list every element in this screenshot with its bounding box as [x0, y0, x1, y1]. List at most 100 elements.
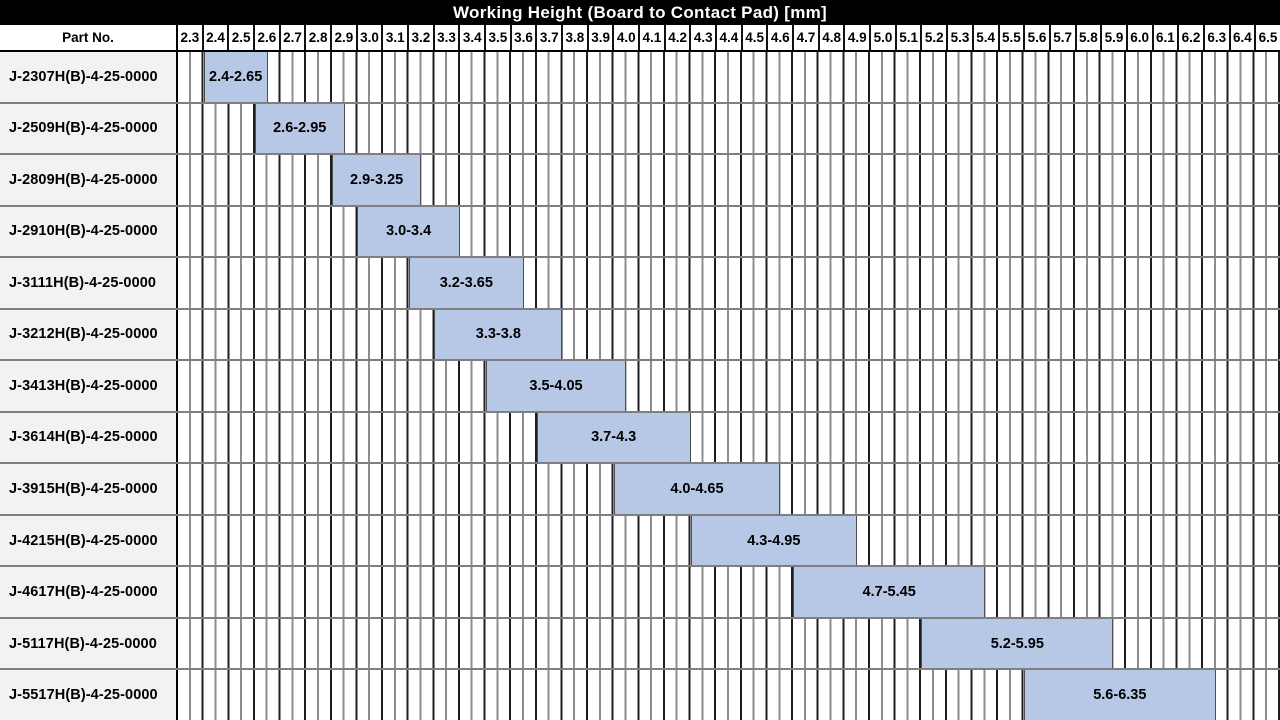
row-grid-track: 3.7-4.3 [178, 412, 1280, 463]
axis-tick-label: 3.6 [512, 25, 538, 50]
axis-tick-label: 4.7 [794, 25, 820, 50]
axis-tick-label: 5.0 [871, 25, 897, 50]
part-number: J-5517H(B)-4-25-0000 [0, 670, 178, 720]
axis-tick-label: 3.2 [409, 25, 435, 50]
row-grid-track: 4.0-4.65 [178, 464, 1280, 514]
axis-tick-label: 5.6 [1025, 25, 1051, 50]
part-number: J-2809H(B)-4-25-0000 [0, 155, 178, 205]
axis-tick-label: 4.5 [743, 25, 769, 50]
axis-tick-label: 3.7 [537, 25, 564, 50]
axis-tick-label: 6.3 [1205, 25, 1231, 50]
axis-tick-label: 5.4 [974, 25, 1000, 50]
range-label: 4.3-4.95 [747, 532, 801, 549]
range-label: 2.6-2.95 [273, 120, 327, 137]
working-height-range-bar: 5.2-5.95 [921, 618, 1114, 669]
axis-tick-label: 5.9 [1102, 25, 1128, 50]
working-height-range-bar: 3.5-4.05 [485, 361, 627, 411]
axis-tick-label: 5.3 [948, 25, 974, 50]
axis-tick-label: 5.8 [1077, 25, 1103, 50]
axis-tick-label: 5.1 [897, 25, 923, 50]
part-row: J-2307H(B)-4-25-0000 2.4-2.65 [0, 52, 1280, 104]
axis-tick-label: 2.5 [229, 25, 256, 50]
part-number: J-3111H(B)-4-25-0000 [0, 258, 178, 308]
axis-tick-label: 3.9 [589, 25, 615, 50]
axis-tick-label: 4.0 [614, 25, 641, 50]
chart-title: Working Height (Board to Contact Pad) [m… [453, 2, 827, 22]
part-number: J-3413H(B)-4-25-0000 [0, 361, 178, 411]
axis-tick-label: 2.3 [178, 25, 204, 50]
row-grid-track: 3.3-3.8 [178, 309, 1280, 360]
part-number: J-4617H(B)-4-25-0000 [0, 567, 178, 617]
range-label: 3.7-4.3 [591, 429, 637, 446]
part-row: J-3111H(B)-4-25-0000 3.2-3.65 [0, 258, 1280, 310]
chart-title-bar: Working Height (Board to Contact Pad) [m… [0, 0, 1280, 25]
axis-tick-label: 6.5 [1258, 30, 1278, 45]
row-grid-track: 5.6-6.35 [178, 670, 1280, 720]
part-number: J-3915H(B)-4-25-0000 [0, 464, 178, 514]
part-row: J-3915H(B)-4-25-0000 4.0-4.65 [0, 464, 1280, 516]
part-number: J-2307H(B)-4-25-0000 [0, 52, 178, 102]
part-number: J-3212H(B)-4-25-0000 [0, 309, 178, 360]
axis-tick-label: 6.1 [1154, 25, 1180, 50]
part-row: J-4215H(B)-4-25-0000 4.3-4.95 [0, 515, 1280, 568]
part-row: J-2509H(B)-4-25-0000 2.6-2.95 [0, 103, 1280, 156]
range-label: 5.2-5.95 [990, 635, 1044, 652]
axis-tick-label: 3.5 [486, 25, 512, 50]
part-row: J-5117H(B)-4-25-0000 5.2-5.95 [0, 618, 1280, 671]
axis-tick-label: 3.3 [435, 25, 461, 50]
axis-tick-label: 6.2 [1179, 25, 1205, 50]
axis-tick-label: 4.9 [845, 25, 872, 50]
axis-tick-label: 3.8 [563, 25, 589, 50]
axis-tick-label: 2.4 [204, 25, 230, 50]
axis-tick-label: 5.2 [922, 25, 949, 50]
part-row: J-2910H(B)-4-25-0000 3.0-3.4 [0, 206, 1280, 259]
working-height-range-bar: 5.6-6.35 [1023, 670, 1216, 720]
range-label: 2.4-2.65 [209, 68, 263, 85]
axis-tick-label: 4.1 [640, 25, 666, 50]
row-grid-track: 3.2-3.65 [178, 258, 1280, 308]
working-height-range-bar: 3.3-3.8 [434, 309, 563, 360]
axis-tick-label: 3.0 [358, 25, 384, 50]
axis-tick-label: 2.9 [332, 25, 358, 50]
axis-tick-label: 4.6 [768, 25, 795, 50]
part-row: J-3614H(B)-4-25-0000 3.7-4.3 [0, 412, 1280, 465]
row-grid-track: 2.4-2.65 [178, 52, 1280, 102]
axis-tick-label: 3.4 [460, 25, 487, 50]
part-row: J-3212H(B)-4-25-0000 3.3-3.8 [0, 309, 1280, 362]
range-label: 5.6-6.35 [1093, 687, 1147, 704]
row-grid-track: 2.6-2.95 [178, 103, 1280, 154]
row-grid-track: 2.9-3.25 [178, 155, 1280, 205]
chart-body: J-2307H(B)-4-25-0000 2.4-2.65 J-2509H(B)-4… [0, 52, 1280, 720]
part-row: J-5517H(B)-4-25-0000 5.6-6.35 [0, 670, 1280, 720]
axis-tick-row: 2.3 2.4 2.5 2.6 2.7 2.8 2.9 3.0 3.1 3.2 3.3 3.4 3.5 3… [178, 25, 1280, 50]
part-number: J-5117H(B)-4-25-0000 [0, 618, 178, 669]
axis-tick-label: 4.3 [691, 25, 718, 50]
working-height-range-bar: 3.0-3.4 [357, 206, 460, 257]
range-label: 2.9-3.25 [350, 171, 404, 188]
working-height-range-bar: 2.9-3.25 [331, 155, 422, 205]
working-height-range-bar: 4.3-4.95 [690, 515, 858, 566]
axis-tick-label: 2.8 [306, 25, 333, 50]
axis-tick-label: 5.7 [1051, 25, 1077, 50]
axis-tick-label: 6.4 [1231, 25, 1257, 50]
working-height-range-bar: 2.4-2.65 [203, 52, 268, 102]
axis-tick-label: 6.0 [1128, 25, 1154, 50]
row-grid-track: 3.0-3.4 [178, 206, 1280, 257]
range-label: 3.5-4.05 [529, 377, 583, 394]
row-grid-track: 4.3-4.95 [178, 515, 1280, 566]
working-height-range-bar: 4.7-5.45 [793, 567, 986, 617]
row-grid-track: 4.7-5.45 [178, 567, 1280, 617]
header-row: Part No. 2.3 2.4 2.5 2.6 2.7 2.8 2.9 3.0 3.1 3.2 3… [0, 25, 1280, 52]
part-number: J-2910H(B)-4-25-0000 [0, 206, 178, 257]
working-height-range-bar: 4.0-4.65 [613, 464, 781, 514]
axis-tick-label: 2.7 [281, 25, 307, 50]
range-label: 3.3-3.8 [475, 326, 521, 343]
working-height-range-bar: 3.2-3.65 [408, 258, 524, 308]
part-no-column-header: Part No. [0, 25, 178, 50]
part-row: J-4617H(B)-4-25-0000 4.7-5.45 [0, 567, 1280, 619]
part-number: J-3614H(B)-4-25-0000 [0, 412, 178, 463]
working-height-range-bar: 2.6-2.95 [254, 103, 345, 154]
part-number: J-2509H(B)-4-25-0000 [0, 103, 178, 154]
part-number: J-4215H(B)-4-25-0000 [0, 515, 178, 566]
